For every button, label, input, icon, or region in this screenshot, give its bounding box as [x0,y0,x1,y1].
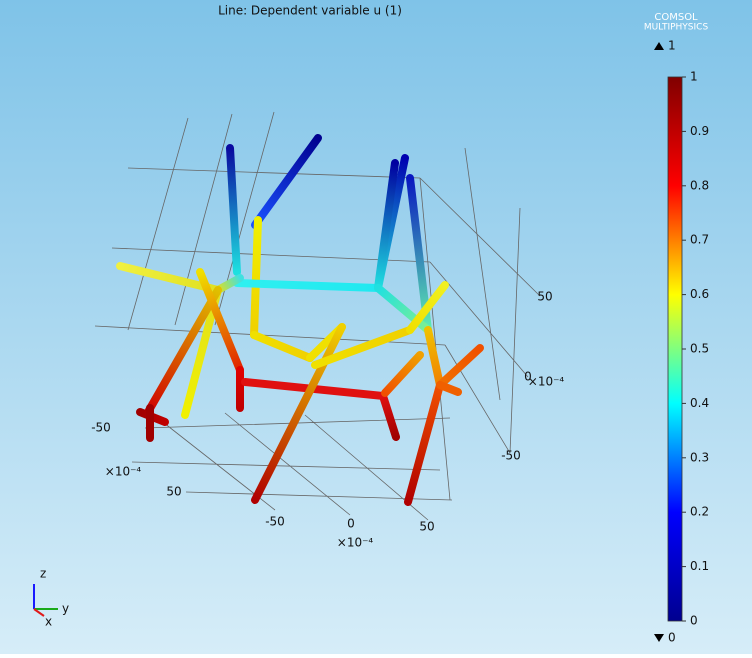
tube [379,392,400,441]
colorbar-tick-label: 0.7 [690,233,709,247]
min-label: 0 [668,631,676,645]
tube-network [116,134,484,506]
axis-tick-label: 50 [166,485,181,499]
axis-tick-label: -50 [265,515,285,529]
axis-tick-label: -50 [91,421,111,435]
plot-title: Line: Dependent variable u (1) [218,4,402,18]
tube [251,323,346,504]
triad-label: x [45,615,52,629]
tube [436,344,484,389]
tube [214,274,244,294]
colorbar-tick-label: 0.4 [690,396,709,410]
axis-tick-label: 0 [347,517,355,531]
max-marker [654,42,664,50]
colorbar-tick-label: 0.2 [690,505,709,519]
colorbar-tick-label: 0.1 [690,559,709,573]
axis-grid [94,111,541,521]
axis-tick-label: 50 [537,290,552,304]
tube [250,331,314,362]
axis-tick-label: -50 [501,449,521,463]
tube [233,279,382,292]
axis-triad: z y x [33,567,69,629]
colorbar-tick-label: 1 [690,70,698,84]
axis-tick-label: 50 [419,520,434,534]
colorbar-tick-label: 0.9 [690,124,709,138]
tube [226,144,241,276]
tube [374,159,399,292]
tube [406,281,449,334]
tube [196,268,244,374]
triad-label: y [62,602,69,616]
colorbar-tick-label: 0.5 [690,342,709,356]
colorbar [667,76,683,622]
axis-multiplier: ×10⁻⁴ [528,375,565,389]
tube [424,326,444,389]
tube [404,381,444,506]
tube [144,286,222,416]
colorbar-tick-label: 0 [690,614,698,628]
logo: COMSOL [654,12,698,23]
triad-label: z [40,567,46,581]
logo: MULTIPHYSICS [644,23,709,33]
tube [250,216,262,339]
tube [436,381,462,396]
tube [381,351,424,397]
colorbar-tick-label: 0.6 [690,287,709,301]
axis-multiplier: ×10⁻⁴ [337,536,374,550]
colorbar-tick-label: 0.3 [690,450,709,464]
max-label: 1 [668,39,676,53]
axis-multiplier: ×10⁻⁴ [105,465,142,479]
tube [251,134,322,229]
tube [311,326,414,369]
axis-tick-label: 0 [524,370,532,384]
min-marker [654,634,664,642]
colorbar-tick-label: 0.8 [690,178,709,192]
